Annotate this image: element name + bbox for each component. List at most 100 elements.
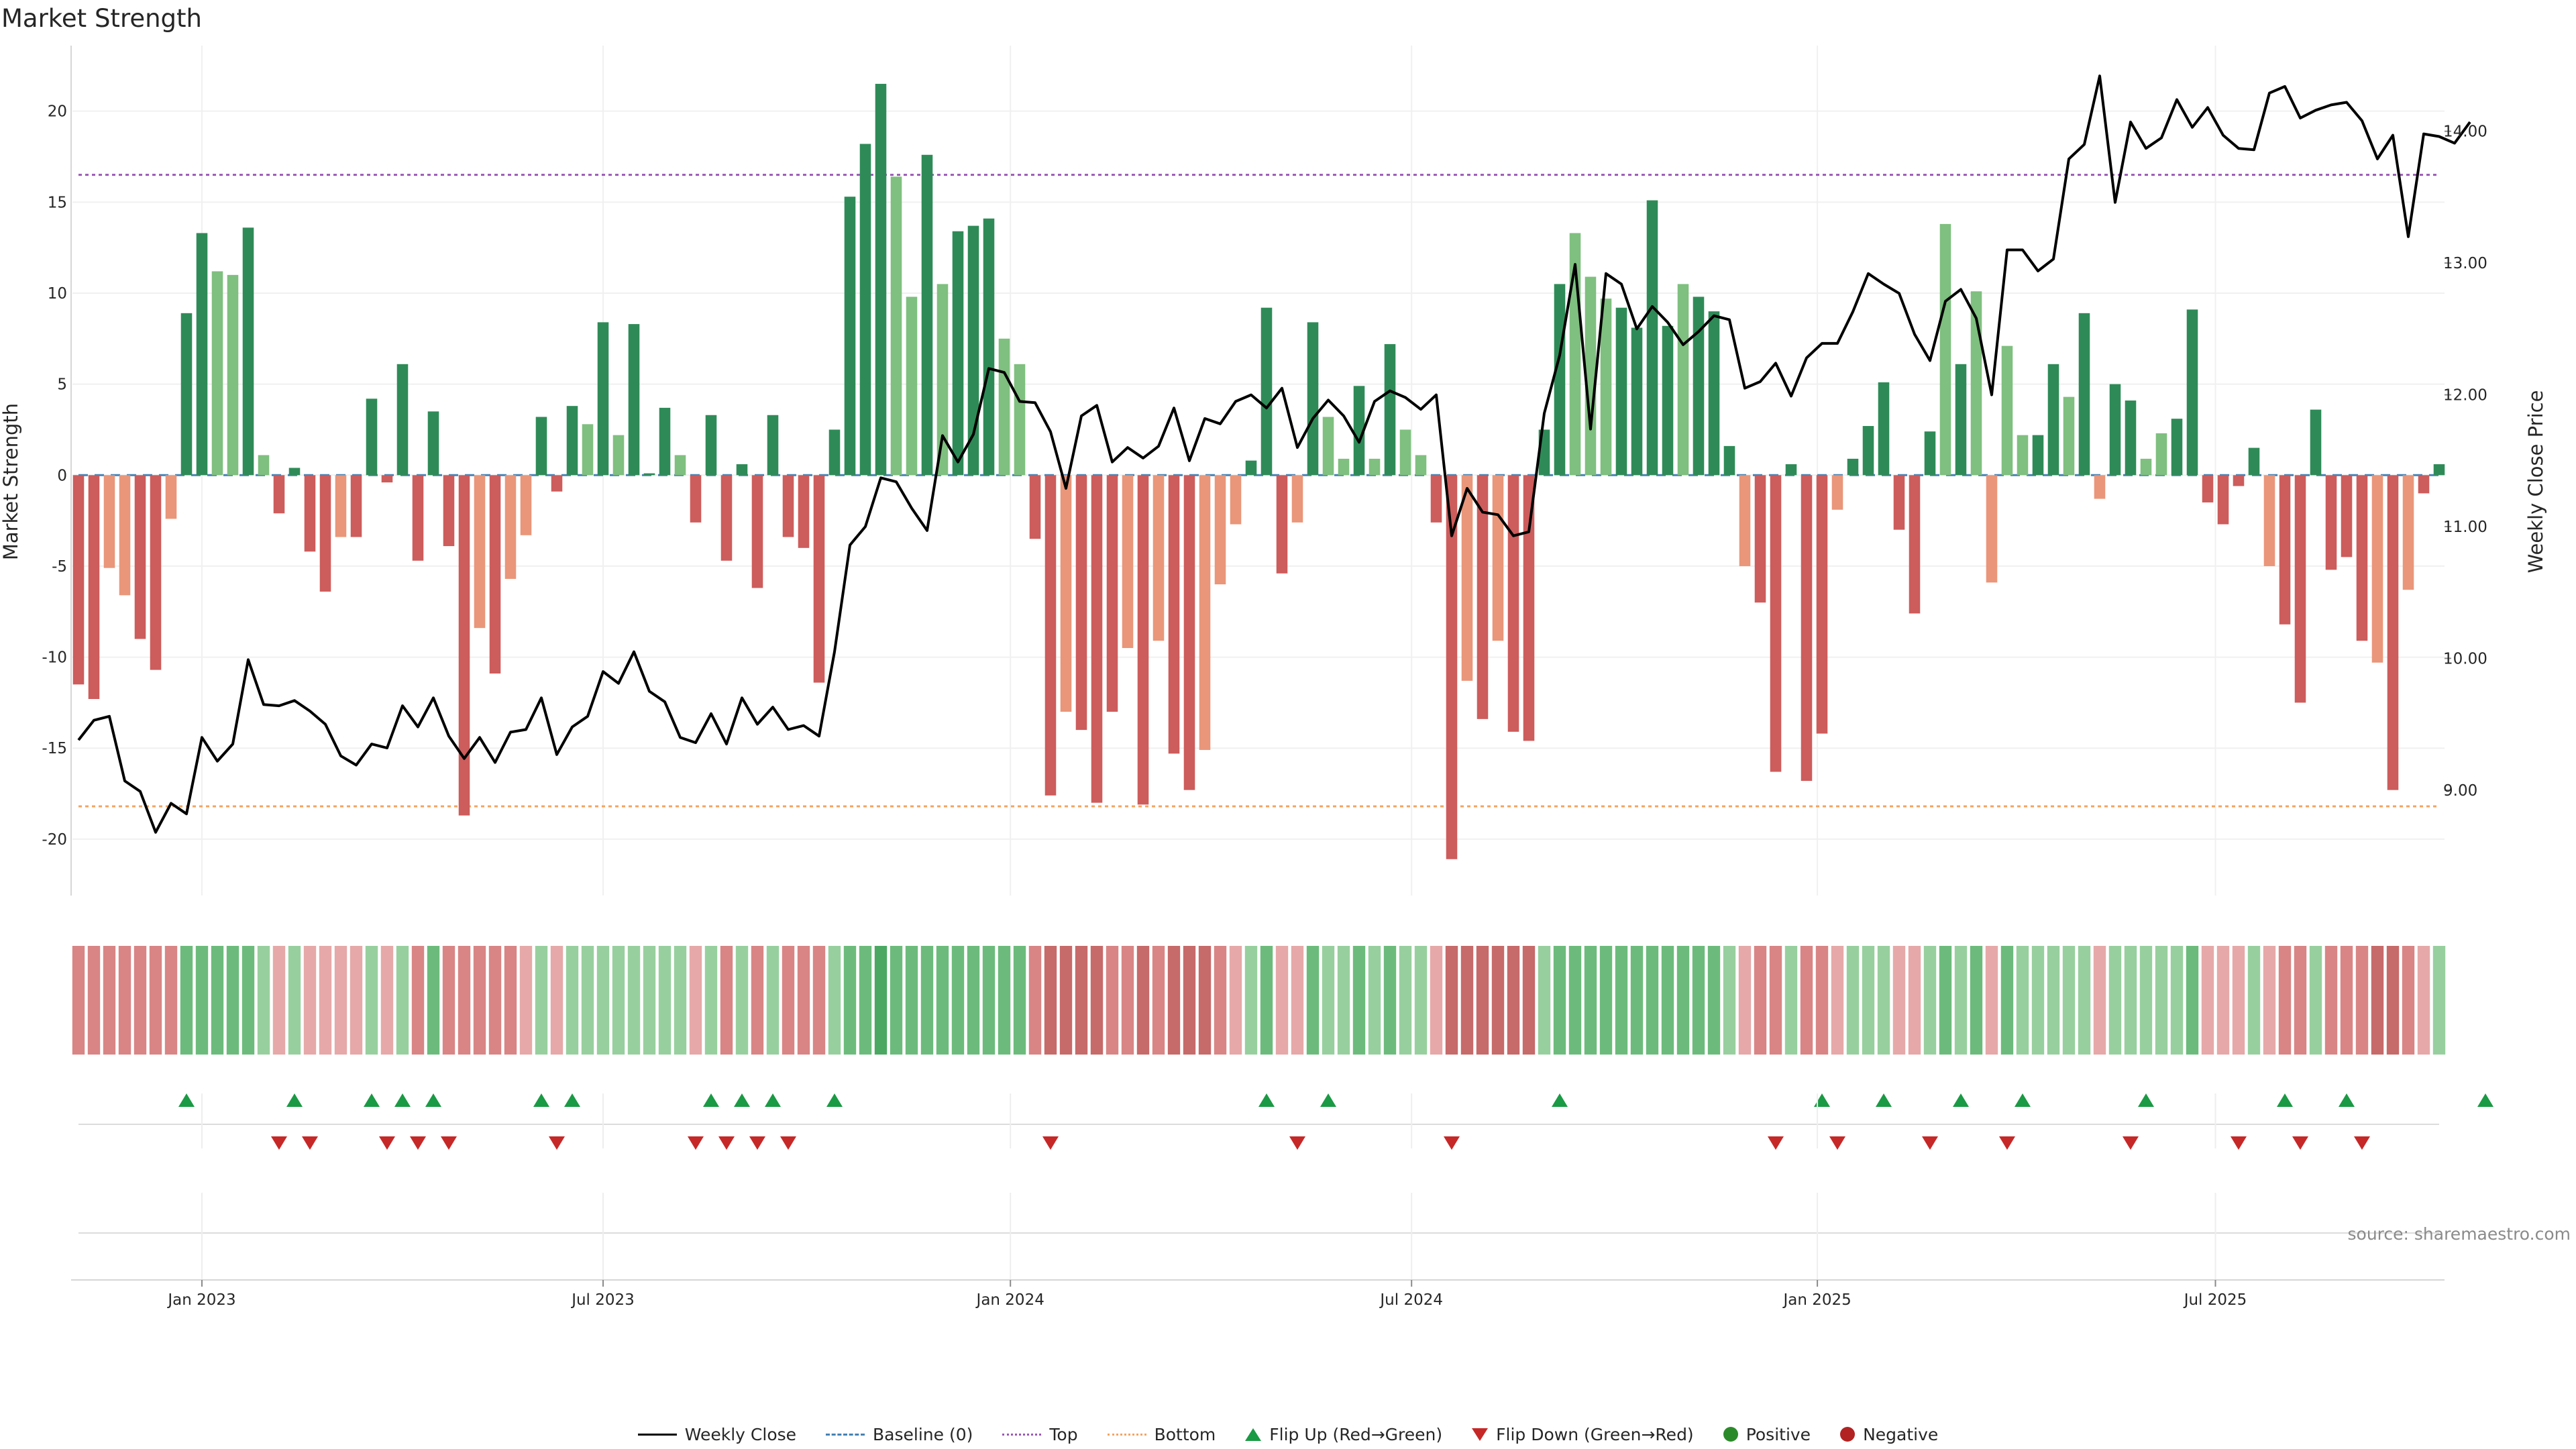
strength-bar xyxy=(335,475,347,537)
strength-bar xyxy=(1353,386,1365,476)
heat-cell xyxy=(2232,946,2245,1055)
strength-bar xyxy=(1122,475,1134,649)
strength-bar xyxy=(72,475,85,685)
strength-bar xyxy=(705,415,717,476)
strength-bars xyxy=(72,83,2445,859)
strength-bar xyxy=(813,475,825,683)
strength-bar xyxy=(1770,475,1782,772)
strength-bar xyxy=(798,475,810,548)
strength-bar xyxy=(659,407,671,476)
strength-bar xyxy=(2325,475,2337,570)
strength-bar xyxy=(2371,475,2383,663)
heat-cell xyxy=(427,946,440,1055)
heat-cell xyxy=(1908,946,1921,1055)
chart-title: Market Strength xyxy=(1,4,202,33)
flip-up-marker xyxy=(765,1093,781,1107)
heat-cell xyxy=(2031,946,2045,1055)
heat-cell xyxy=(1846,946,1860,1055)
heat-cell xyxy=(2417,946,2430,1055)
flip-up-marker xyxy=(2138,1093,2154,1107)
heat-cell xyxy=(704,946,718,1055)
heat-cell xyxy=(1985,946,1998,1055)
strength-bar xyxy=(983,218,995,476)
strength-bar xyxy=(227,274,239,476)
flip-down-marker xyxy=(1042,1136,1059,1150)
strength-bar xyxy=(1183,475,1195,790)
reference-lines xyxy=(78,174,2439,808)
legend-label: Weekly Close xyxy=(684,1424,797,1444)
heat-cell xyxy=(812,946,826,1055)
weekly-close-line xyxy=(77,74,2471,834)
heat-cell xyxy=(1661,946,1674,1055)
strength-heat-strip xyxy=(72,946,2446,1055)
flip-down-marker xyxy=(379,1136,395,1150)
strength-bar xyxy=(1723,445,1735,476)
strength-bar xyxy=(736,464,748,476)
y-tick-label-left: 20 xyxy=(48,103,67,121)
flip-down-marker xyxy=(1444,1136,1460,1150)
heat-cell xyxy=(859,946,872,1055)
strength-bar xyxy=(1631,327,1643,476)
strength-bar xyxy=(1909,475,1921,614)
y-tick-label-right: 11.00 xyxy=(2443,519,2487,536)
y-tick-label-left: 15 xyxy=(48,194,67,211)
strength-bar xyxy=(1168,475,1180,754)
legend-line-swatch xyxy=(637,1433,677,1436)
strength-bar xyxy=(1986,475,1998,583)
strength-bar xyxy=(1600,299,1612,476)
strength-bar xyxy=(412,475,424,561)
strength-bar xyxy=(582,424,594,476)
flip-down-marker xyxy=(718,1136,735,1150)
heat-cell xyxy=(566,946,579,1055)
strength-bar xyxy=(1430,475,1442,523)
heat-cell xyxy=(1815,946,1829,1055)
strength-bar xyxy=(88,475,100,699)
heat-cell xyxy=(2340,946,2353,1055)
x-tick-label: Jan 2023 xyxy=(166,1291,235,1309)
flip-up-marker xyxy=(1552,1093,1568,1107)
strength-bar xyxy=(2001,345,2013,476)
heat-cell xyxy=(1584,946,1597,1055)
flip-up-marker xyxy=(425,1093,441,1107)
flip-down-marker xyxy=(1829,1136,1845,1150)
heat-cell xyxy=(1260,946,1273,1055)
heat-cell xyxy=(2062,946,2076,1055)
y-axis-left-label: Market Strength xyxy=(0,403,22,560)
heat-cell xyxy=(2016,946,2029,1055)
heat-cell xyxy=(1769,946,1782,1055)
strength-bar xyxy=(520,475,532,535)
strength-bar xyxy=(998,338,1010,476)
heat-cell xyxy=(2386,946,2400,1055)
heat-cell xyxy=(1970,946,1983,1055)
heat-cell xyxy=(1306,946,1320,1055)
heat-cell xyxy=(2278,946,2292,1055)
legend-label: Bottom xyxy=(1154,1424,1216,1444)
flip-up-marker xyxy=(1953,1093,1969,1107)
strength-bar xyxy=(319,475,331,592)
y-tick-label-right: 14.00 xyxy=(2443,123,2487,141)
heat-cell xyxy=(2309,946,2322,1055)
heat-cell xyxy=(288,946,301,1055)
heat-cell xyxy=(380,946,394,1055)
heat-cell xyxy=(442,946,455,1055)
heat-cell xyxy=(797,946,810,1055)
strength-bar xyxy=(1214,475,1226,585)
heat-cell xyxy=(643,946,656,1055)
flip-up-marker xyxy=(2015,1093,2031,1107)
strength-bar xyxy=(674,455,686,476)
strength-bar xyxy=(2402,475,2414,590)
legend-line-swatch xyxy=(826,1433,865,1436)
strength-bar xyxy=(1338,458,1350,476)
heat-cell xyxy=(1754,946,1767,1055)
heat-cell xyxy=(550,946,564,1055)
flip-up-marker xyxy=(2277,1093,2293,1107)
heat-cell xyxy=(612,946,625,1055)
flip-down-marker xyxy=(549,1136,565,1150)
strength-bar xyxy=(1276,475,1288,574)
heat-cell xyxy=(1229,946,1242,1055)
strength-bar xyxy=(2418,475,2430,494)
heat-cell xyxy=(1862,946,1875,1055)
strength-bar xyxy=(1878,382,1890,476)
heat-cell xyxy=(905,946,918,1055)
heat-cell xyxy=(1090,946,1104,1055)
